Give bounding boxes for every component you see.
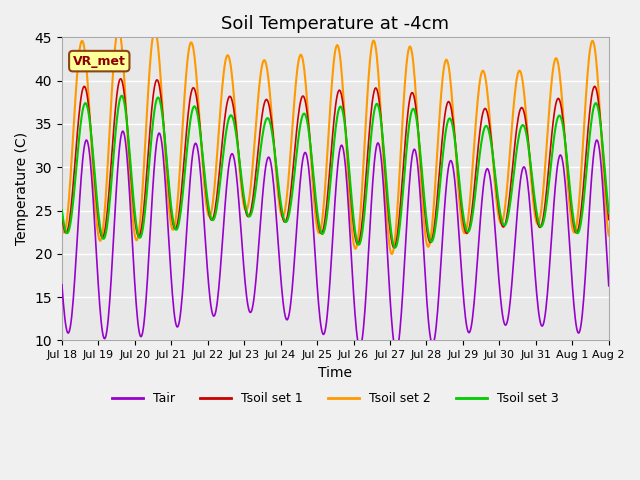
Title: Soil Temperature at -4cm: Soil Temperature at -4cm <box>221 15 449 33</box>
Y-axis label: Temperature (C): Temperature (C) <box>15 132 29 245</box>
Legend: Tair, Tsoil set 1, Tsoil set 2, Tsoil set 3: Tair, Tsoil set 1, Tsoil set 2, Tsoil se… <box>107 387 564 410</box>
Text: VR_met: VR_met <box>73 55 125 68</box>
X-axis label: Time: Time <box>318 366 353 380</box>
